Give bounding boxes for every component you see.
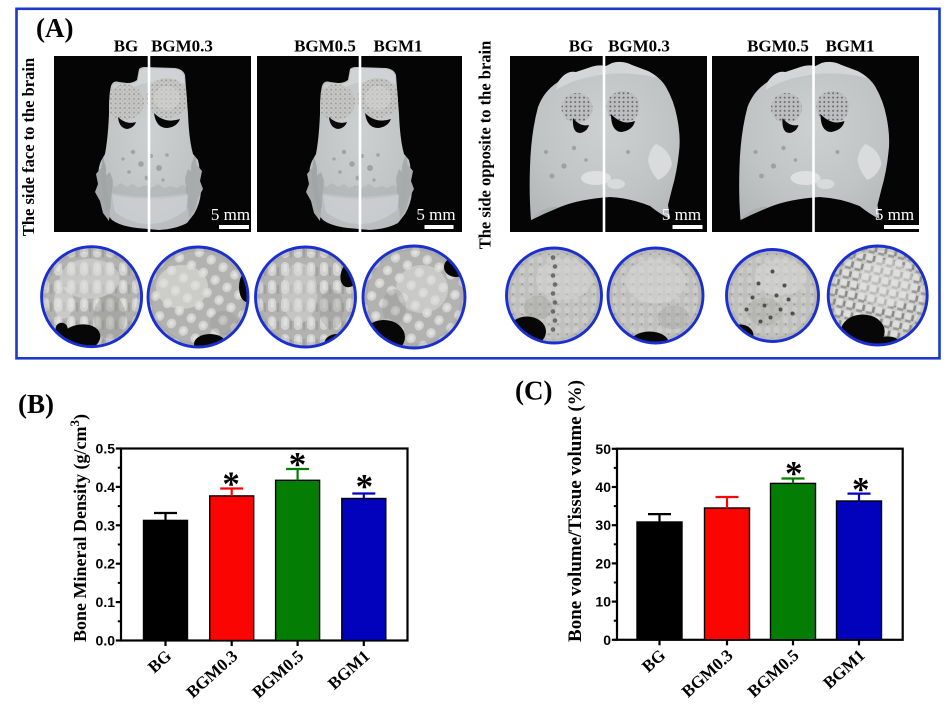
svg-text:BGM0.3: BGM0.3: [151, 37, 213, 56]
svg-text:*: *: [852, 470, 870, 509]
svg-text:20: 20: [595, 555, 611, 571]
svg-text:5 mm: 5 mm: [416, 205, 455, 224]
svg-text:Bone volume/Tissue volume (%): Bone volume/Tissue volume (%): [565, 380, 586, 642]
svg-text:0.5: 0.5: [96, 441, 116, 457]
svg-text:BGM1: BGM1: [825, 37, 874, 56]
svg-text:BGM0.3: BGM0.3: [608, 37, 670, 56]
svg-text:*: *: [222, 465, 240, 504]
svg-text:0.4: 0.4: [96, 479, 116, 495]
svg-text:5 mm: 5 mm: [662, 205, 701, 224]
svg-text:(B): (B): [18, 389, 54, 419]
svg-text:BGM0.5: BGM0.5: [294, 37, 356, 56]
svg-text:(C): (C): [515, 376, 552, 406]
svg-text:0.2: 0.2: [96, 556, 116, 572]
svg-text:*: *: [356, 467, 374, 506]
svg-text:10: 10: [595, 594, 611, 610]
svg-text:BGM1: BGM1: [373, 37, 422, 56]
svg-text:50: 50: [595, 441, 611, 457]
svg-text:0.0: 0.0: [96, 633, 116, 649]
svg-text:BG: BG: [114, 37, 139, 56]
svg-text:30: 30: [595, 517, 611, 533]
svg-text:5 mm: 5 mm: [875, 205, 914, 224]
svg-text:0.1: 0.1: [96, 594, 116, 610]
svg-text:*: *: [289, 445, 307, 484]
svg-text:BG: BG: [569, 37, 594, 56]
svg-text:40: 40: [595, 479, 611, 495]
svg-text:(A): (A): [36, 13, 73, 43]
svg-text:0.3: 0.3: [96, 517, 116, 533]
svg-text:0: 0: [603, 632, 611, 648]
svg-text:BGM0.5: BGM0.5: [747, 37, 809, 56]
svg-text:The side face to the brain: The side face to the brain: [19, 58, 38, 236]
svg-text:The side opposite to the brain: The side opposite to the brain: [476, 41, 495, 250]
svg-text:5 mm: 5 mm: [211, 205, 250, 224]
svg-text:*: *: [785, 454, 803, 493]
svg-text:Bone Mineral Density (g/cm3): Bone Mineral Density (g/cm3): [67, 414, 91, 642]
